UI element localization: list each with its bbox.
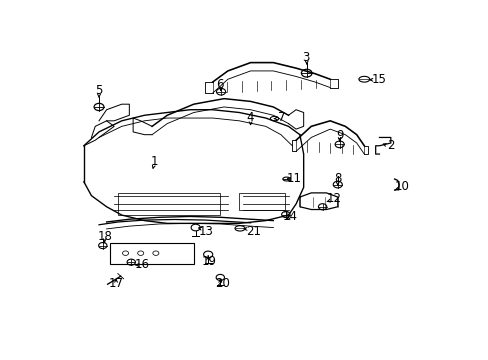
Text: 17: 17	[108, 277, 123, 290]
Text: 21: 21	[245, 225, 260, 238]
Text: 15: 15	[371, 73, 386, 86]
Text: 12: 12	[326, 193, 341, 206]
Text: 1: 1	[150, 156, 158, 168]
Text: 9: 9	[335, 129, 343, 142]
Text: 19: 19	[201, 255, 216, 268]
Text: 5: 5	[95, 84, 102, 97]
Text: 14: 14	[283, 210, 297, 223]
Text: 18: 18	[97, 230, 112, 243]
Text: 8: 8	[333, 172, 341, 185]
Text: 13: 13	[198, 225, 213, 238]
Text: 10: 10	[394, 180, 409, 193]
Text: 16: 16	[135, 258, 150, 271]
Text: 20: 20	[214, 277, 229, 290]
Text: 6: 6	[216, 78, 224, 91]
Text: 11: 11	[286, 172, 301, 185]
Text: 4: 4	[246, 111, 254, 124]
Text: 7: 7	[277, 111, 285, 124]
Text: 3: 3	[301, 51, 308, 64]
Bar	[110, 243, 193, 264]
Text: 2: 2	[386, 139, 394, 152]
